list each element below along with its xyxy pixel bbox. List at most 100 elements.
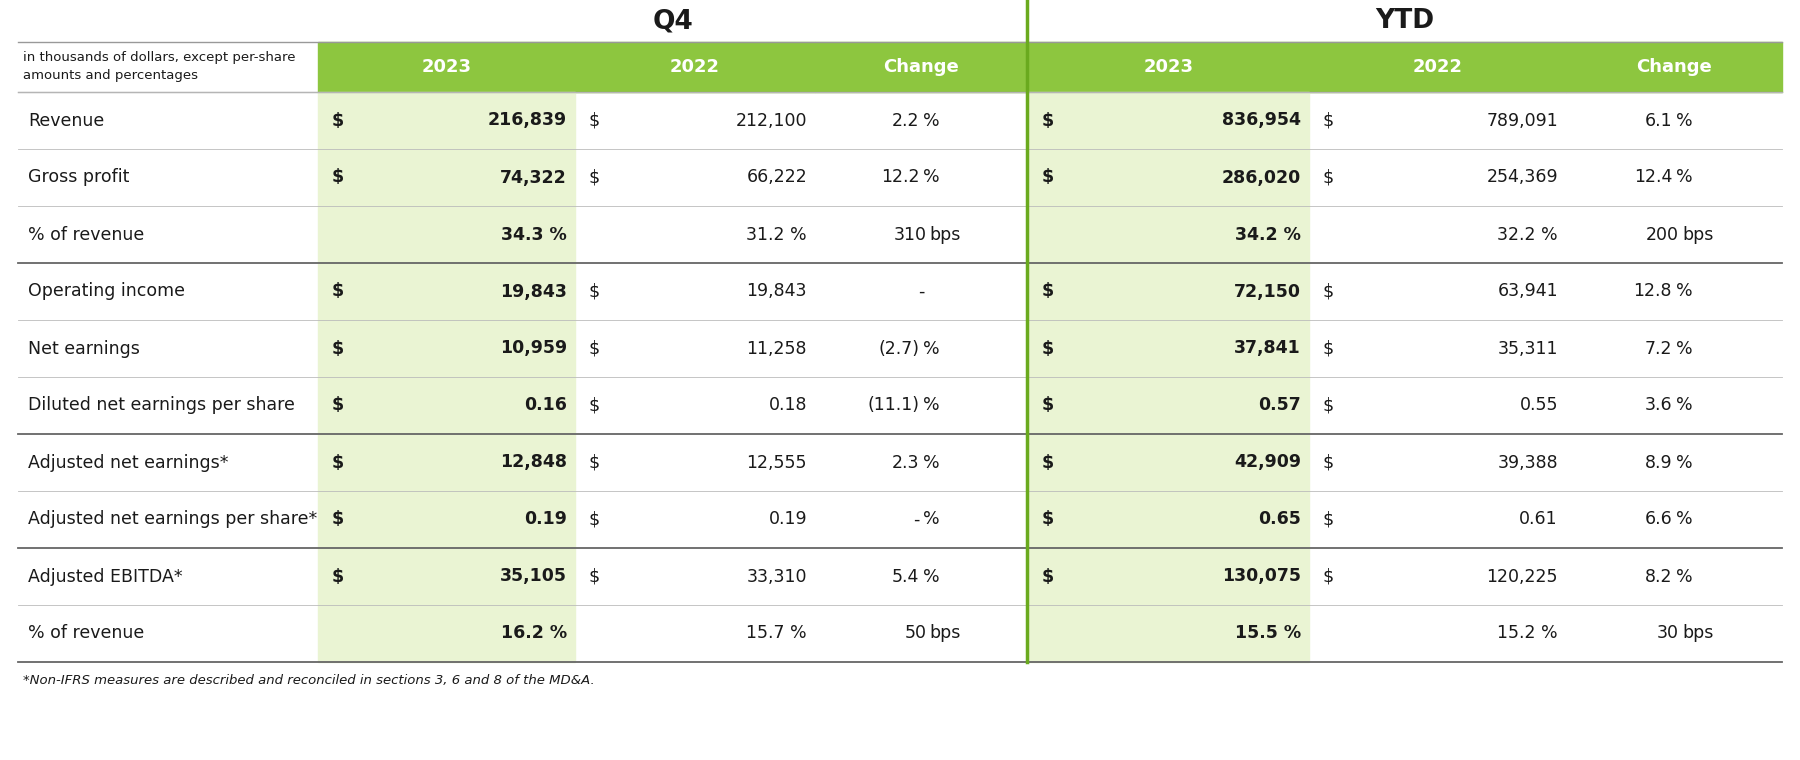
Text: bps: bps [929,625,961,642]
Text: 310: 310 [893,226,927,243]
Text: Adjusted EBITDA*: Adjusted EBITDA* [29,568,182,585]
Text: %: % [1676,283,1692,300]
Text: $: $ [1042,454,1055,471]
Text: 30: 30 [1658,625,1679,642]
Text: %: % [1676,397,1692,414]
Text: 216,839: 216,839 [488,112,567,129]
Text: Net earnings: Net earnings [29,340,140,357]
Bar [319,206,574,263]
Text: 34.2 %: 34.2 % [1235,226,1301,243]
Text: 16.2 %: 16.2 % [500,625,567,642]
Text: 74,322: 74,322 [500,169,567,186]
Bar [1028,491,1309,548]
Text: 35,311: 35,311 [1498,340,1559,357]
Bar [1028,149,1309,206]
Text: 42,909: 42,909 [1235,454,1301,471]
Text: 2.3: 2.3 [893,454,920,471]
Text: $: $ [1042,112,1055,129]
Bar [319,263,574,320]
Text: $: $ [1323,568,1334,585]
Text: 66,222: 66,222 [747,169,806,186]
Text: 120,225: 120,225 [1487,568,1559,585]
Text: 39,388: 39,388 [1498,454,1559,471]
Text: %: % [923,112,940,129]
Text: 0.61: 0.61 [1519,511,1559,528]
Text: % of revenue: % of revenue [29,226,144,243]
Text: bps: bps [1681,625,1714,642]
Text: %: % [1676,568,1692,585]
Text: $: $ [331,283,344,300]
Text: Change: Change [884,58,959,76]
Text: Operating income: Operating income [29,283,185,300]
Text: (2.7): (2.7) [878,340,920,357]
Text: $: $ [589,511,599,528]
Text: (11.1): (11.1) [868,397,920,414]
Text: in thousands of dollars, except per-share
amounts and percentages: in thousands of dollars, except per-shar… [23,52,295,83]
Text: -: - [913,511,920,528]
Text: bps: bps [1681,226,1714,243]
Text: 12.8: 12.8 [1634,283,1672,300]
Bar [1028,92,1309,149]
Text: 19,843: 19,843 [747,283,806,300]
Text: $: $ [1042,340,1055,357]
Text: 34.3 %: 34.3 % [500,226,567,243]
Text: $: $ [331,568,344,585]
Bar [815,42,1028,92]
Text: 6.6: 6.6 [1643,511,1672,528]
Text: $: $ [1042,568,1055,585]
Text: 0.19: 0.19 [524,511,567,528]
Bar [1028,320,1309,377]
Text: 12,848: 12,848 [500,454,567,471]
Text: 15.7 %: 15.7 % [747,625,806,642]
Text: 2022: 2022 [1413,58,1462,76]
Bar [319,377,574,434]
Text: %: % [1676,169,1692,186]
Text: $: $ [589,454,599,471]
Text: 32.2 %: 32.2 % [1498,226,1559,243]
Bar [319,320,574,377]
Text: 15.5 %: 15.5 % [1235,625,1301,642]
Text: $: $ [589,169,599,186]
Text: 6.1: 6.1 [1645,112,1672,129]
Text: %: % [923,397,940,414]
Bar [1028,377,1309,434]
Text: $: $ [331,397,344,414]
Text: $: $ [331,340,344,357]
Text: 50: 50 [904,625,927,642]
Text: %: % [1676,511,1692,528]
Text: $: $ [589,568,599,585]
Text: $: $ [1042,283,1055,300]
Text: $: $ [1323,397,1334,414]
Text: 33,310: 33,310 [747,568,806,585]
Text: 2.2: 2.2 [893,112,920,129]
Text: $: $ [589,340,599,357]
Text: 11,258: 11,258 [747,340,806,357]
Text: 63,941: 63,941 [1498,283,1559,300]
Text: 2022: 2022 [670,58,720,76]
Text: Gross profit: Gross profit [29,169,130,186]
Text: 0.65: 0.65 [1258,511,1301,528]
Text: 31.2 %: 31.2 % [747,226,806,243]
Text: Revenue: Revenue [29,112,104,129]
Text: $: $ [1042,169,1055,186]
Text: %: % [923,340,940,357]
Bar [319,605,574,662]
Text: Diluted net earnings per share: Diluted net earnings per share [29,397,295,414]
Text: $: $ [1042,397,1055,414]
Text: Change: Change [1636,58,1712,76]
Text: 254,369: 254,369 [1487,169,1559,186]
Text: Adjusted net earnings per share*: Adjusted net earnings per share* [29,511,317,528]
Text: 2023: 2023 [421,58,472,76]
Bar [574,42,815,92]
Text: 0.18: 0.18 [769,397,806,414]
Text: Adjusted net earnings*: Adjusted net earnings* [29,454,229,471]
Text: $: $ [1323,511,1334,528]
Text: $: $ [589,112,599,129]
Bar [1028,206,1309,263]
Text: $: $ [1323,340,1334,357]
Text: $: $ [331,511,344,528]
Bar [1566,42,1782,92]
Text: 8.2: 8.2 [1645,568,1672,585]
Text: 15.2 %: 15.2 % [1498,625,1559,642]
Text: 37,841: 37,841 [1235,340,1301,357]
